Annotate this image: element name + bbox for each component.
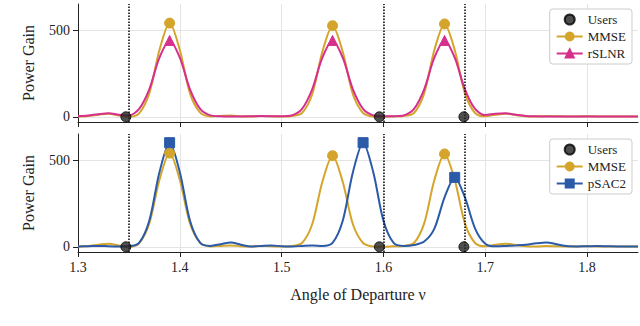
svg-text:Users: Users (588, 142, 618, 157)
svg-text:Angle of Departure ν: Angle of Departure ν (290, 286, 426, 304)
svg-text:pSAC2: pSAC2 (588, 176, 626, 191)
svg-text:1.7: 1.7 (477, 260, 495, 275)
svg-text:MMSE: MMSE (588, 29, 626, 44)
svg-text:1.4: 1.4 (171, 260, 189, 275)
svg-text:MMSE: MMSE (588, 159, 626, 174)
svg-text:Power Gain: Power Gain (20, 25, 37, 101)
svg-text:Users: Users (588, 12, 618, 27)
svg-text:rSLNR: rSLNR (588, 46, 626, 61)
svg-text:Power Gain: Power Gain (20, 155, 37, 231)
svg-text:0: 0 (63, 109, 70, 124)
svg-text:1.5: 1.5 (273, 260, 291, 275)
svg-text:1.8: 1.8 (578, 260, 596, 275)
svg-text:1.6: 1.6 (375, 260, 393, 275)
svg-text:1.3: 1.3 (69, 260, 87, 275)
svg-text:500: 500 (49, 153, 70, 168)
svg-text:500: 500 (49, 23, 70, 38)
svg-text:0: 0 (63, 239, 70, 254)
